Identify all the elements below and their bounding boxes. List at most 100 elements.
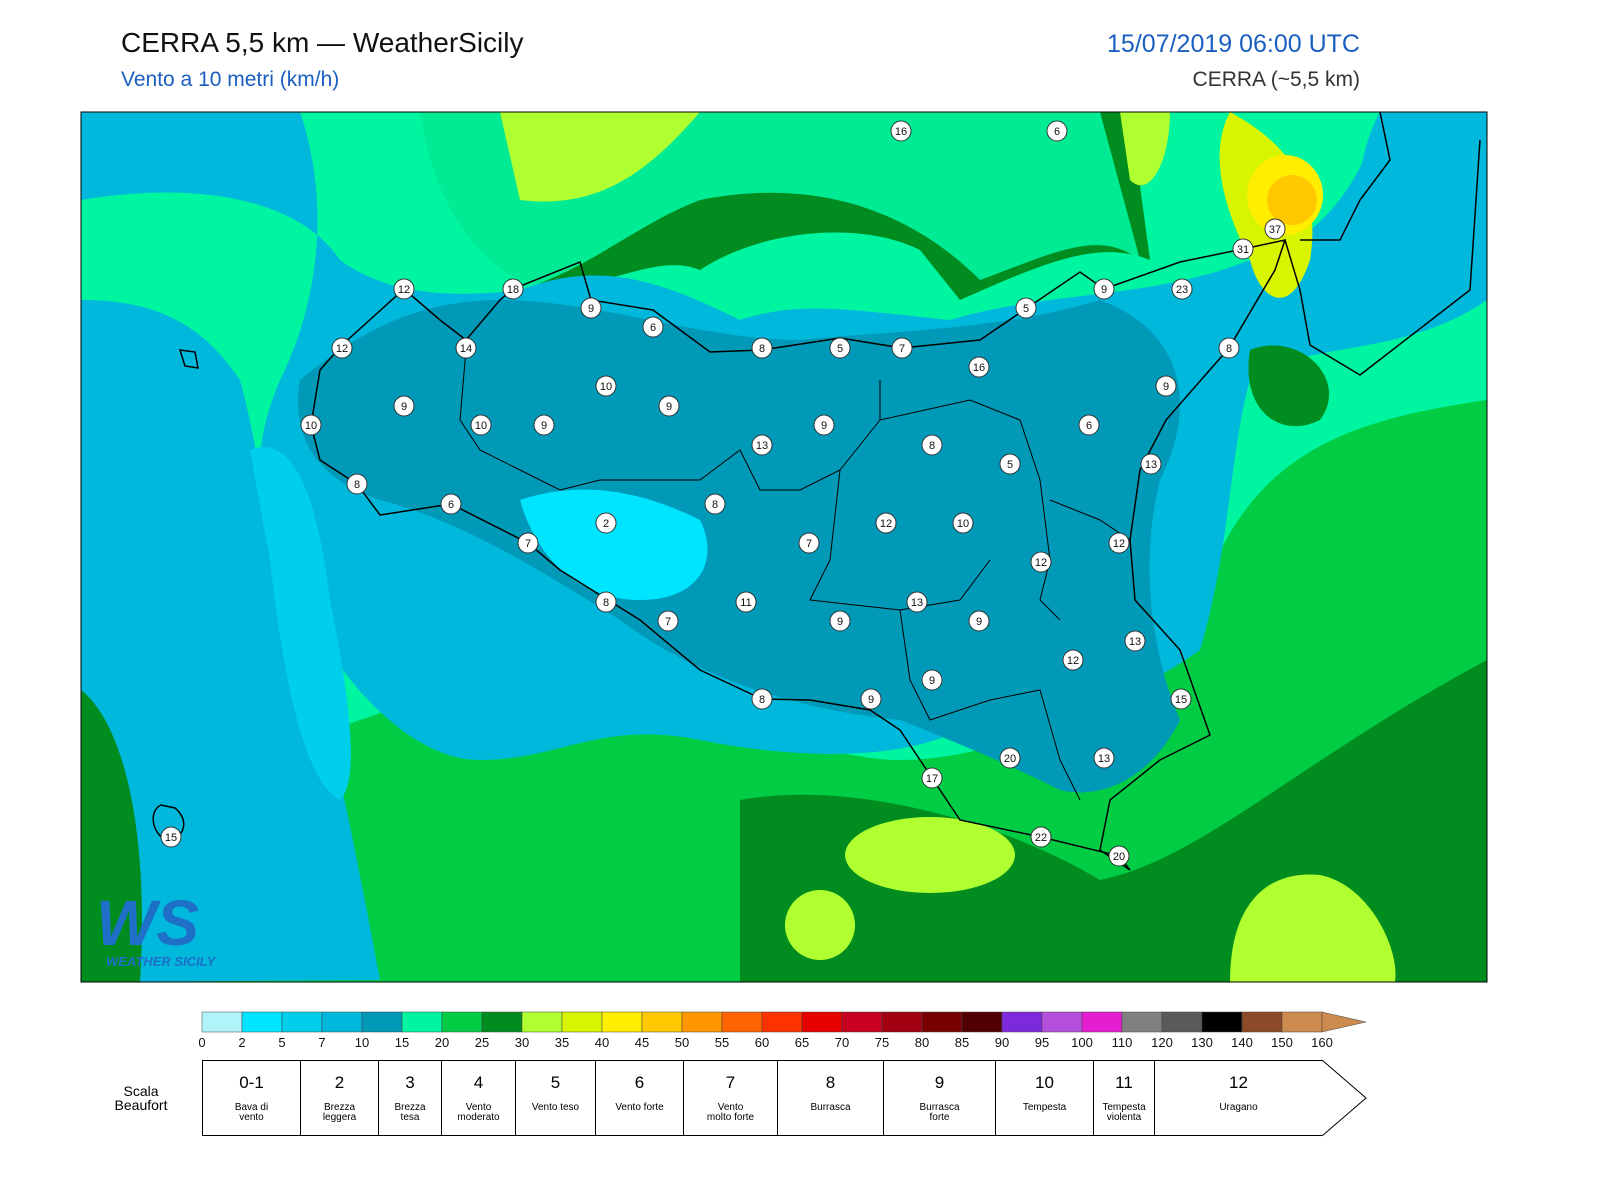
beaufort-force: 6	[634, 1073, 645, 1092]
station-marker	[968, 610, 990, 632]
station-value: 8	[712, 499, 718, 511]
color-box	[361, 1011, 403, 1033]
colorbar-tick-label: 2	[238, 1035, 245, 1050]
station-marker	[393, 278, 415, 300]
station-value: 9	[401, 401, 407, 413]
station-marker	[300, 414, 322, 436]
station-value: 8	[759, 694, 765, 706]
color-box	[1201, 1011, 1243, 1033]
station-marker	[1015, 297, 1037, 319]
station-value: 12	[336, 343, 348, 355]
color-box	[441, 1011, 483, 1033]
logo: WS WEATHER SICILY	[96, 887, 217, 969]
colorbar-tick-label: 70	[835, 1035, 849, 1050]
beaufort-label: Vento molto forte	[706, 1102, 755, 1123]
station-marker	[533, 414, 555, 436]
beaufort-force: 2	[334, 1073, 345, 1092]
station-marker	[829, 337, 851, 359]
station-marker	[1078, 414, 1100, 436]
station-value: 9	[588, 303, 594, 315]
station-value: 15	[1175, 694, 1187, 706]
station-value: 9	[821, 420, 827, 432]
station-value: 6	[650, 322, 656, 334]
color-box	[481, 1011, 523, 1033]
station-value: 12	[880, 518, 892, 530]
station-value: 9	[837, 616, 843, 628]
station-marker	[502, 278, 524, 300]
station-value: 5	[837, 343, 843, 355]
station-value: 9	[929, 675, 935, 687]
beaufort-label: Burrasca forte	[919, 1102, 960, 1123]
color-box	[1041, 1011, 1083, 1033]
station-marker	[440, 493, 462, 515]
station-marker	[1046, 120, 1068, 142]
station-marker	[331, 337, 353, 359]
beaufort-force: 3	[405, 1073, 415, 1092]
station-marker	[921, 767, 943, 789]
datetime: 15/07/2019 06:00 UTC	[1107, 30, 1360, 58]
station-value: 6	[448, 499, 454, 511]
color-box	[561, 1011, 603, 1033]
station-value: 13	[911, 597, 923, 609]
colorbar-tick-label: 120	[1151, 1035, 1173, 1050]
beaufort-force: 10	[1035, 1073, 1054, 1092]
beaufort-force: 11	[1115, 1073, 1133, 1092]
station-value: 17	[926, 773, 938, 785]
color-box	[241, 1011, 283, 1033]
color-box	[1281, 1011, 1323, 1033]
station-value: 9	[666, 401, 672, 413]
color-box	[641, 1011, 683, 1033]
station-marker	[829, 610, 851, 632]
station-value: 23	[1176, 284, 1188, 296]
beaufort-force: 12	[1229, 1073, 1248, 1092]
station-value: 10	[957, 518, 969, 530]
subtitle: Vento a 10 metri (km/h)	[121, 68, 339, 91]
beaufort-force: 7	[725, 1073, 736, 1092]
stations: 16 6 37 31 12 18 9 23 9 5 6 12 14 8 5 7 8 16 10 9 9 9 10 10 9 9 6 1…	[160, 120, 1286, 867]
colorbar-tick-label: 30	[515, 1035, 529, 1050]
beaufort-box: 11 Tempesta violenta	[1093, 1060, 1154, 1136]
station-marker	[813, 414, 835, 436]
station-marker	[1264, 218, 1286, 240]
station-marker	[890, 120, 912, 142]
colorbar-tick-label: 35	[555, 1035, 569, 1050]
station-value: 20	[1004, 753, 1016, 765]
beaufort-label: Vento teso	[531, 1102, 580, 1113]
station-marker	[580, 297, 602, 319]
station-marker	[595, 375, 617, 397]
colorbar-tick-label: 10	[355, 1035, 369, 1050]
station-value: 13	[1145, 459, 1157, 471]
station-marker	[1108, 532, 1130, 554]
station-marker	[891, 337, 913, 359]
station-marker	[751, 688, 773, 710]
beaufort-force: 9	[934, 1073, 945, 1092]
color-box	[761, 1011, 803, 1033]
station-marker	[999, 747, 1021, 769]
color-box	[881, 1011, 923, 1033]
station-value: 2	[603, 518, 609, 530]
station-value: 10	[305, 420, 317, 432]
station-value: 5	[1007, 459, 1013, 471]
colorbar-tick-label: 5	[278, 1035, 285, 1050]
map-frame	[80, 111, 1488, 983]
station-value: 12	[1035, 557, 1047, 569]
station-marker	[968, 356, 990, 378]
colorbar-tick-label: 85	[955, 1035, 969, 1050]
station-marker	[455, 337, 477, 359]
station-marker	[1093, 278, 1115, 300]
color-box	[1121, 1011, 1163, 1033]
colorbar-tick-label: 25	[475, 1035, 489, 1050]
station-marker	[642, 316, 664, 338]
station-marker	[595, 591, 617, 613]
beaufort-box: 7 Vento molto forte	[683, 1060, 777, 1136]
station-value: 8	[1226, 343, 1232, 355]
color-box	[841, 1011, 883, 1033]
station-marker	[704, 493, 726, 515]
color-box	[321, 1011, 363, 1033]
color-box	[1081, 1011, 1123, 1033]
color-box	[521, 1011, 563, 1033]
colorbar-tick-label: 100	[1071, 1035, 1093, 1050]
station-value: 31	[1237, 244, 1249, 256]
station-marker	[751, 337, 773, 359]
station-marker	[875, 512, 897, 534]
